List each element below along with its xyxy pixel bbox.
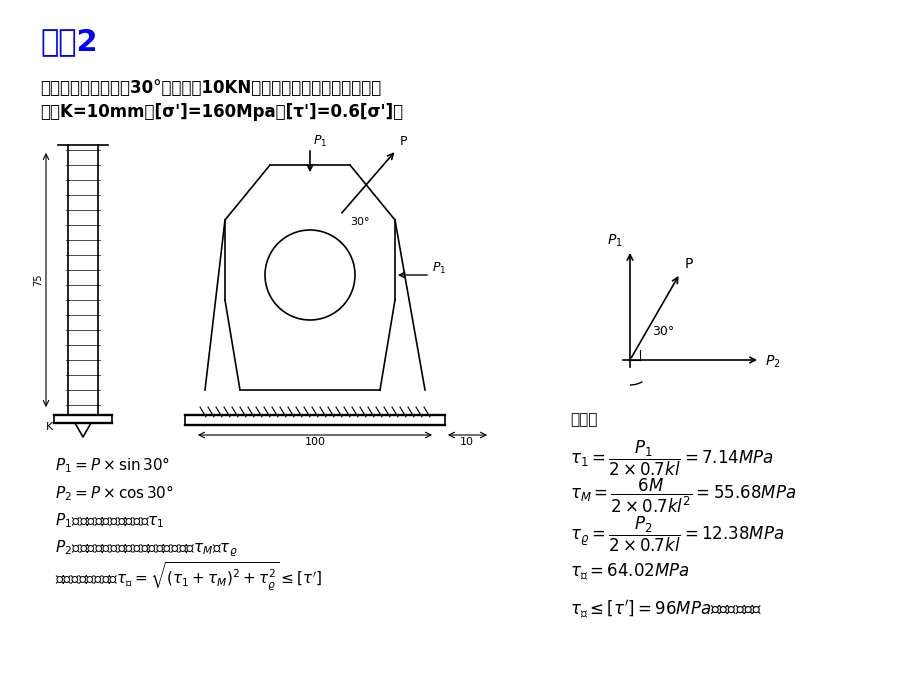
Text: 其中：: 其中： xyxy=(570,413,596,428)
Text: $P_1$: $P_1$ xyxy=(312,134,327,149)
Text: 30°: 30° xyxy=(349,217,369,227)
Text: $\tau_{合} \leq [\tau^\prime] = 96MPa$，所以安全。: $\tau_{合} \leq [\tau^\prime] = 96MPa$，所以… xyxy=(570,599,762,621)
Text: 根据受力分析得：$\tau_{合} = \sqrt{(\tau_1 + \tau_M)^2 + \tau_\varrho^2} \leq [\tau']$: 根据受力分析得：$\tau_{合} = \sqrt{(\tau_1 + \tau… xyxy=(55,561,322,593)
Text: $P_1$: $P_1$ xyxy=(432,261,446,276)
Text: $P_2$偏心载荷对焊缝产生的切应力分别为$\tau_M$和$\tau_\varrho$: $P_2$偏心载荷对焊缝产生的切应力分别为$\tau_M$和$\tau_\var… xyxy=(55,539,237,560)
Text: $P_1$: $P_1$ xyxy=(607,233,622,249)
Text: P: P xyxy=(399,135,406,148)
Text: $\tau_{合} = 64.02MPa$: $\tau_{合} = 64.02MPa$ xyxy=(570,562,689,582)
Text: $P_2 = P\times\cos 30°$: $P_2 = P\times\cos 30°$ xyxy=(55,483,174,503)
Text: 100: 100 xyxy=(304,437,325,447)
Text: $\tau_M = \dfrac{6M}{2\times0.7kl^2} = 55.68MPa$: $\tau_M = \dfrac{6M}{2\times0.7kl^2} = 5… xyxy=(570,477,795,515)
Text: $P_1$对焊缝产生的切应力为$\tau_1$: $P_1$对焊缝产生的切应力为$\tau_1$ xyxy=(55,512,165,531)
Text: ？（K=10mm，[σ']=160Mpa，[τ']=0.6[σ']）: ？（K=10mm，[σ']=160Mpa，[τ']=0.6[σ']） xyxy=(40,103,403,121)
Text: P: P xyxy=(685,257,693,271)
Text: 75: 75 xyxy=(33,274,43,286)
Text: $\tau_1= \dfrac{P_1}{2\times0.7kl} = 7.14MPa$: $\tau_1= \dfrac{P_1}{2\times0.7kl} = 7.1… xyxy=(570,438,773,477)
Text: 30°: 30° xyxy=(652,325,674,338)
Text: $P_1 = P\times\sin 30°$: $P_1 = P\times\sin 30°$ xyxy=(55,455,170,475)
Text: $P_2$: $P_2$ xyxy=(765,354,779,371)
Text: 如图所示吊耳，若在30°斜上方有10KN的载荷，试校验焊缝是否安全: 如图所示吊耳，若在30°斜上方有10KN的载荷，试校验焊缝是否安全 xyxy=(40,79,380,97)
Text: K: K xyxy=(46,422,53,432)
Text: 例题2: 例题2 xyxy=(40,28,97,57)
Text: 10: 10 xyxy=(460,437,473,447)
Text: $\tau_\varrho = \dfrac{P_2}{2\times0.7kl} = 12.38MPa$: $\tau_\varrho = \dfrac{P_2}{2\times0.7kl… xyxy=(570,515,783,553)
